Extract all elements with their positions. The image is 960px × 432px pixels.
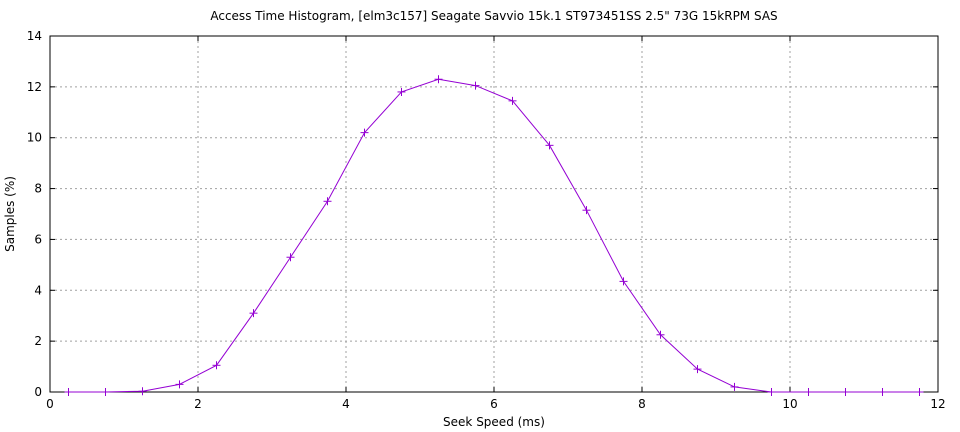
chart-title: Access Time Histogram, [elm3c157] Seagat…	[210, 9, 777, 23]
data-point	[360, 128, 369, 137]
data-point	[434, 75, 443, 84]
y-axis-label: Samples (%)	[3, 176, 17, 252]
x-tick-label: 4	[342, 397, 350, 411]
data-point	[730, 382, 739, 391]
data-point	[878, 388, 887, 396]
series-line	[68, 78, 920, 393]
y-tick-label: 2	[34, 334, 42, 348]
grid	[50, 36, 938, 392]
data-point	[397, 87, 406, 96]
data-point	[101, 388, 110, 396]
data-point	[471, 81, 480, 90]
data-point	[841, 388, 850, 396]
data-point	[508, 96, 517, 105]
axis-ticks: 0 2 4 6 8 10 12 0 2 4 6 8 10 12 14	[27, 29, 946, 411]
data-point	[804, 388, 813, 396]
y-tick-label: 10	[27, 131, 42, 145]
data-point	[656, 330, 665, 339]
y-tick-label: 14	[27, 29, 42, 43]
x-tick-label: 10	[782, 397, 797, 411]
x-tick-label: 2	[194, 397, 202, 411]
data-point	[915, 388, 924, 396]
y-tick-label: 12	[27, 80, 42, 94]
data-point	[582, 206, 591, 215]
data-point	[212, 361, 221, 370]
data-point	[767, 388, 776, 396]
data-point	[64, 388, 73, 396]
x-axis-label: Seek Speed (ms)	[443, 415, 545, 429]
y-tick-label: 4	[34, 283, 42, 297]
data-point	[693, 365, 702, 374]
x-tick-label: 0	[46, 397, 54, 411]
data-point	[323, 197, 332, 206]
y-tick-label: 0	[34, 385, 42, 399]
data-point	[286, 253, 295, 262]
y-tick-label: 8	[34, 182, 42, 196]
y-tick-label: 6	[34, 232, 42, 246]
data-point	[619, 277, 628, 286]
data-point	[175, 380, 184, 389]
x-tick-label: 6	[490, 397, 498, 411]
plot-frame	[49, 35, 939, 393]
series-layer	[64, 75, 924, 396]
data-point	[249, 309, 258, 318]
data-point	[138, 387, 147, 396]
x-tick-label: 12	[930, 397, 945, 411]
x-tick-label: 8	[638, 397, 646, 411]
data-point	[545, 141, 554, 150]
